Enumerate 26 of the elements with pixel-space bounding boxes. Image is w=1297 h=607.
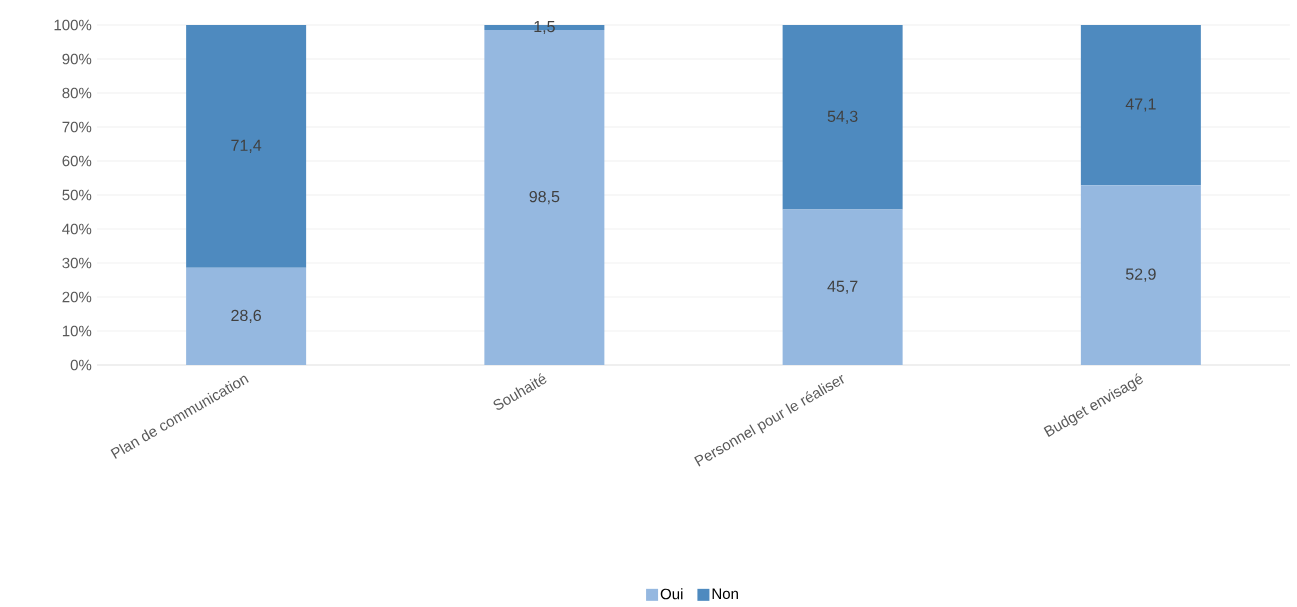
y-tick-label: 20% [62,291,92,303]
y-tick-label: 90% [62,53,92,65]
y-tick-label: 70% [62,121,92,133]
y-tick-label: 0% [70,359,92,371]
data-label: 45,7 [827,280,858,294]
y-tick-label: 40% [62,223,92,235]
y-tick-label: 80% [62,87,92,99]
data-label: 52,9 [1125,268,1156,282]
data-label: 28,6 [231,309,261,323]
y-tick-label: 50% [62,189,92,201]
data-label: 54,3 [827,110,858,124]
y-tick-label: 100% [54,19,92,31]
y-tick-label: 10% [62,325,92,337]
data-label: 47,1 [1125,98,1156,112]
bar [1080,185,1201,365]
bar [186,25,307,268]
bar [782,209,903,365]
legend-label: Oui [660,588,683,600]
bar [782,25,903,210]
data-label: 98,5 [529,190,560,205]
legend-label: Non [712,588,738,600]
bar [186,267,307,365]
bar [1080,25,1201,186]
data-label: 71,4 [231,139,262,153]
y-tick-label: 30% [62,257,92,269]
y-tick-label: 60% [62,155,92,167]
